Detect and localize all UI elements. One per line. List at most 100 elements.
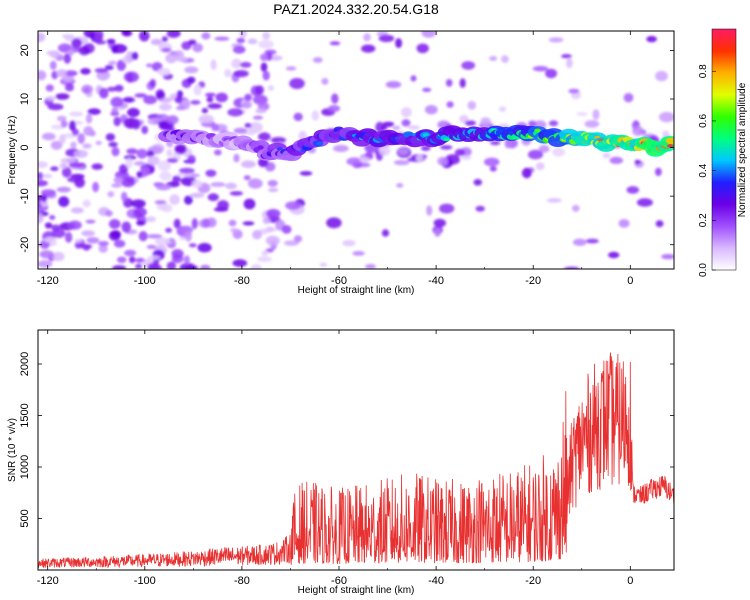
spectrogram-cell — [135, 263, 143, 269]
spectrogram-cell — [484, 157, 500, 167]
spectrogram-cell — [98, 244, 108, 253]
spectrogram-cell — [454, 148, 466, 157]
spectrogram-cell — [45, 96, 57, 101]
spectrogram-cell — [99, 87, 109, 99]
spectrogram-cell — [107, 86, 117, 92]
spectrogram-cell — [439, 203, 455, 214]
spectrogram-cell — [258, 40, 274, 49]
spectrogram-cell — [205, 169, 217, 177]
spectrogram-cell — [108, 60, 117, 65]
spectrogram-cell — [38, 172, 44, 180]
spectrogram-cell — [385, 81, 402, 89]
spectrogram-x-tick-label: 0 — [627, 275, 633, 287]
spectrogram-cell — [123, 71, 139, 83]
spectrogram-x-tick-label: -20 — [525, 275, 541, 287]
spectrogram-cell — [214, 36, 230, 41]
snr-x-tick-label: -80 — [234, 575, 250, 587]
spectrogram-cell — [136, 148, 148, 159]
spectrogram-cell — [201, 107, 208, 114]
spectrogram-cell — [191, 218, 198, 229]
spectrogram-cell — [50, 166, 59, 171]
spectrogram-cell — [121, 177, 136, 188]
spectrogram-cell — [266, 226, 275, 233]
spectrogram-cell — [58, 196, 70, 208]
spectrogram-cell — [265, 248, 274, 253]
spectrogram-cell — [395, 38, 403, 49]
spectrogram-cell — [206, 96, 214, 103]
spectrogram-cell — [445, 79, 453, 87]
spectrogram-cell — [38, 161, 48, 169]
spectrogram-cell — [266, 208, 281, 219]
spectrogram-cell — [86, 237, 100, 244]
spectrogram-cell — [407, 125, 421, 130]
spectrogram-cell — [247, 38, 258, 45]
spectrogram-cell — [125, 157, 133, 169]
spectrogram-cell — [70, 207, 84, 214]
spectrogram-cell — [498, 106, 507, 112]
spectrogram-cell — [95, 140, 102, 146]
spectrogram-cell — [229, 191, 243, 196]
spectrogram-cell — [636, 198, 653, 207]
spectrogram-cell — [143, 95, 158, 105]
spectrogram-cell — [166, 115, 179, 125]
spectrogram-cell — [396, 183, 404, 188]
spectrogram-cell — [224, 69, 232, 78]
spectrogram-cell — [233, 153, 240, 163]
spectrogram-cell — [176, 105, 186, 111]
spectrogram-cell — [437, 156, 449, 166]
spectrogram-x-tick-label: -100 — [134, 275, 156, 287]
spectrogram-cell — [172, 175, 182, 183]
spectrogram-cell — [535, 162, 545, 171]
spectrogram-cell — [233, 127, 248, 134]
spectrogram-cell — [243, 175, 251, 181]
spectrogram-cell — [59, 162, 68, 169]
snr-x-tick-label: -20 — [525, 575, 541, 587]
spectrogram-cell — [378, 145, 391, 156]
spectrogram-cell — [141, 125, 149, 135]
spectrogram-cell — [111, 183, 122, 188]
spectrogram-cell — [121, 191, 128, 202]
snr-y-axis-label: SNR (10 * v/v) — [7, 418, 18, 482]
spectrogram-cell — [184, 66, 199, 74]
spectrogram-cell — [105, 210, 113, 217]
spectrogram-cell — [146, 234, 163, 239]
spectrogram-cell — [401, 119, 411, 127]
spectrogram-cell — [378, 34, 395, 43]
spectrogram-cell — [107, 191, 115, 198]
spectrogram-cell — [480, 117, 492, 128]
snr-y-tick-label: 500 — [19, 509, 31, 527]
spectrogram-y-axis-label: Frequency (Hz) — [7, 116, 18, 185]
spectrogram-cell — [243, 198, 256, 210]
spectrogram-cell — [154, 200, 167, 205]
spectrogram-cell — [85, 113, 93, 124]
spectrogram-cell — [217, 200, 229, 211]
spectrogram-cell — [44, 222, 53, 229]
spectrogram-cell — [44, 237, 58, 243]
spectrogram-cell — [134, 93, 147, 98]
spectrogram-cell — [410, 75, 417, 82]
spectrogram-cell — [111, 147, 120, 157]
spectrogram-y-tick-label: 10 — [19, 93, 31, 105]
colorbar: 0.0 0.2 0.4 0.6 0.8 Normalized spectral ampl… — [698, 28, 748, 277]
spectrogram-cell — [623, 93, 634, 103]
spectrogram-cell — [129, 256, 136, 264]
spectrogram-cell — [161, 47, 172, 53]
spectrogram-cell — [45, 84, 54, 92]
spectrogram-cell — [113, 239, 126, 248]
spectrogram-cell — [74, 239, 83, 243]
spectrogram-cell — [248, 126, 256, 136]
spectrogram-cell — [241, 160, 256, 168]
spectrogram-cell — [504, 138, 512, 149]
spectrogram-cell — [68, 48, 75, 56]
spectrogram-cell — [284, 240, 299, 246]
spectrogram-cell — [242, 221, 255, 226]
spectrogram-cell — [289, 78, 305, 89]
colorbar-label: Normalized spectral amplitude — [737, 82, 748, 217]
spectrogram-cell — [608, 251, 620, 259]
spectrogram-x-tick-label: -120 — [37, 275, 59, 287]
spectrogram-cell — [293, 112, 303, 122]
spectrogram-cell — [71, 38, 82, 48]
spectrogram-cell — [225, 182, 237, 190]
spectrogram-cell — [113, 176, 124, 184]
spectrogram-x-tick-label: -80 — [234, 275, 250, 287]
